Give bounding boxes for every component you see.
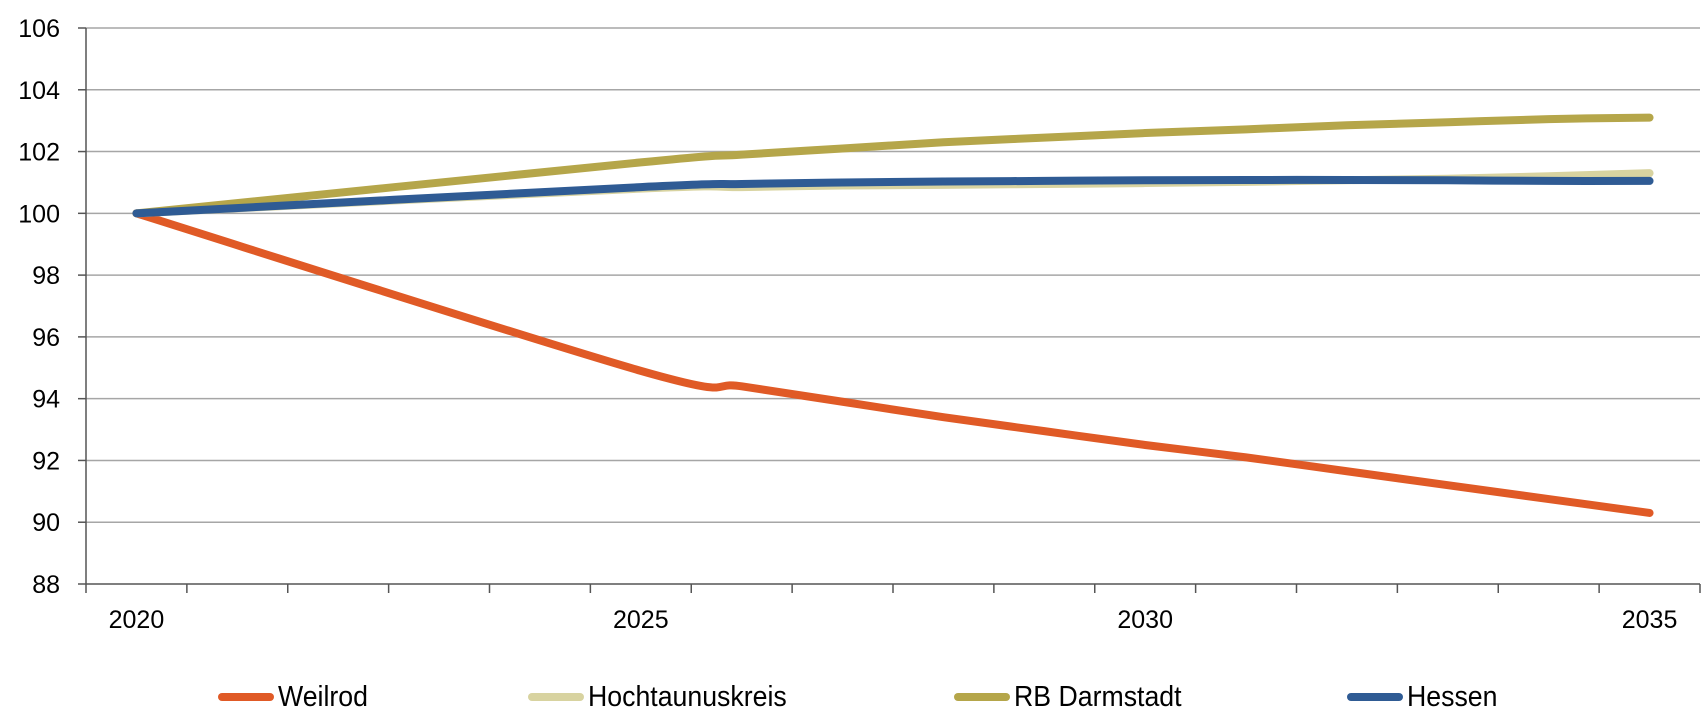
y-tick-label-106: 106 (18, 15, 60, 43)
x-tick-label-2030: 2030 (1117, 606, 1173, 634)
legend-label-hochtaunuskreis: Hochtaunuskreis (588, 680, 787, 713)
series-lines (132, 113, 1654, 517)
legend-label-weilrod: Weilrod (278, 680, 368, 713)
y-tick-label-92: 92 (32, 447, 60, 475)
legend-swatch-hessen (1347, 693, 1403, 701)
y-tick-label-98: 98 (32, 262, 60, 290)
y-tick-label-96: 96 (32, 324, 60, 352)
legend-swatch-rb-darmstadt (954, 693, 1010, 701)
x-tick-label-2020: 2020 (109, 606, 165, 634)
legend-swatch-weilrod (218, 693, 274, 701)
legend-item-hochtaunuskreis: Hochtaunuskreis (528, 676, 804, 718)
series-line-hessen (132, 175, 1654, 218)
legend-label-hessen: Hessen (1407, 680, 1498, 713)
x-tick-label-2035: 2035 (1622, 606, 1678, 634)
series-line-weilrod (132, 209, 1654, 517)
legend-label-rb-darmstadt: RB Darmstadt (1014, 680, 1182, 713)
x-tick-label-2025: 2025 (613, 606, 669, 634)
legend-swatch-hochtaunuskreis (528, 693, 584, 701)
y-tick-label-88: 88 (32, 571, 60, 599)
y-tick-label-100: 100 (18, 200, 60, 228)
y-tick-label-90: 90 (32, 509, 60, 537)
y-tick-label-104: 104 (18, 77, 60, 105)
legend-item-hessen: Hessen (1347, 676, 1505, 718)
gridlines (86, 27, 1700, 523)
y-tick-label-102: 102 (18, 139, 60, 167)
y-tick-label-94: 94 (32, 386, 60, 414)
legend: Weilrod Hochtaunuskreis RB Darmstadt Hes… (0, 676, 1705, 718)
legend-item-rb-darmstadt: RB Darmstadt (954, 676, 1196, 718)
series-line-rb-darmstadt (132, 113, 1654, 218)
tick-labels: 88 90 92 94 96 98 100 102 104 106 2020 2025 2030 2035 (18, 15, 1677, 634)
axes (78, 27, 1701, 593)
legend-item-weilrod: Weilrod (218, 676, 376, 718)
